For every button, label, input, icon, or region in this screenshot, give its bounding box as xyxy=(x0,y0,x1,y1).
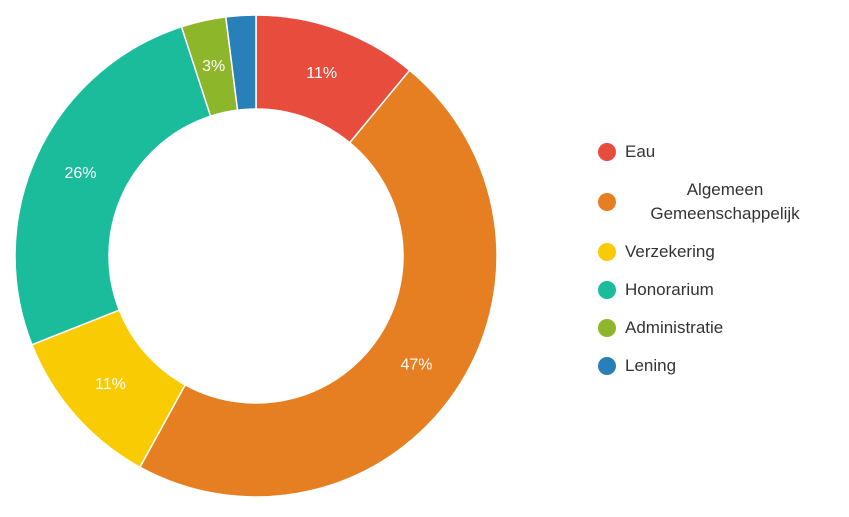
legend-label-algemeen-gemeenschappelijk: Algemeen Gemeenschappelijk xyxy=(650,180,800,223)
slice-honorarium[interactable] xyxy=(14,25,212,346)
legend-marker-eau xyxy=(598,143,616,161)
legend-marker-verzekering xyxy=(598,243,616,261)
legend-marker-lening xyxy=(598,357,616,375)
legend-label-eau: Eau xyxy=(625,142,656,161)
legend-marker-honorarium xyxy=(598,281,616,299)
legend-label-verzekering: Verzekering xyxy=(625,242,715,261)
slice-label-algemeen-gemeenschappelijk: 47% xyxy=(400,357,432,374)
legend-label-honorarium: Honorarium xyxy=(625,280,714,299)
chart-legend: Eau Algemeen Gemeenschappelijk Verzekeri… xyxy=(598,140,838,392)
legend-item-lening[interactable]: Lening xyxy=(598,354,838,378)
legend-marker-administratie xyxy=(598,319,616,337)
legend-item-honorarium[interactable]: Honorarium xyxy=(598,278,838,302)
legend-item-algemeen-gemeenschappelijk[interactable]: Algemeen Gemeenschappelijk xyxy=(598,178,838,226)
slice-label-verzekering: 11% xyxy=(95,376,126,393)
slice-algemeen-gemeenschappelijk[interactable] xyxy=(138,69,498,498)
slice-label-administratie: 3% xyxy=(202,58,225,75)
legend-item-eau[interactable]: Eau xyxy=(598,140,838,164)
legend-marker-algemeen-gemeenschappelijk xyxy=(598,193,616,211)
slice-lening[interactable] xyxy=(224,14,257,111)
slice-label-eau: 11% xyxy=(306,65,337,82)
legend-label-administratie: Administratie xyxy=(625,318,724,337)
slice-label-honorarium: 26% xyxy=(64,165,96,182)
legend-label-lening: Lening xyxy=(625,356,677,375)
legend-item-administratie[interactable]: Administratie xyxy=(598,316,838,340)
legend-item-verzekering[interactable]: Verzekering xyxy=(598,240,838,264)
